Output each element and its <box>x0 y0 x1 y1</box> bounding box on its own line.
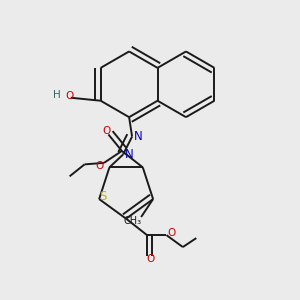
Text: O: O <box>147 254 155 264</box>
Text: S: S <box>99 190 106 203</box>
Text: N: N <box>125 148 134 161</box>
Text: H: H <box>53 90 61 100</box>
Text: O: O <box>65 91 74 101</box>
Text: CH₃: CH₃ <box>123 217 141 226</box>
Text: O: O <box>167 228 175 238</box>
Text: O: O <box>102 126 110 136</box>
Text: O: O <box>95 161 103 172</box>
Text: N: N <box>134 130 143 143</box>
